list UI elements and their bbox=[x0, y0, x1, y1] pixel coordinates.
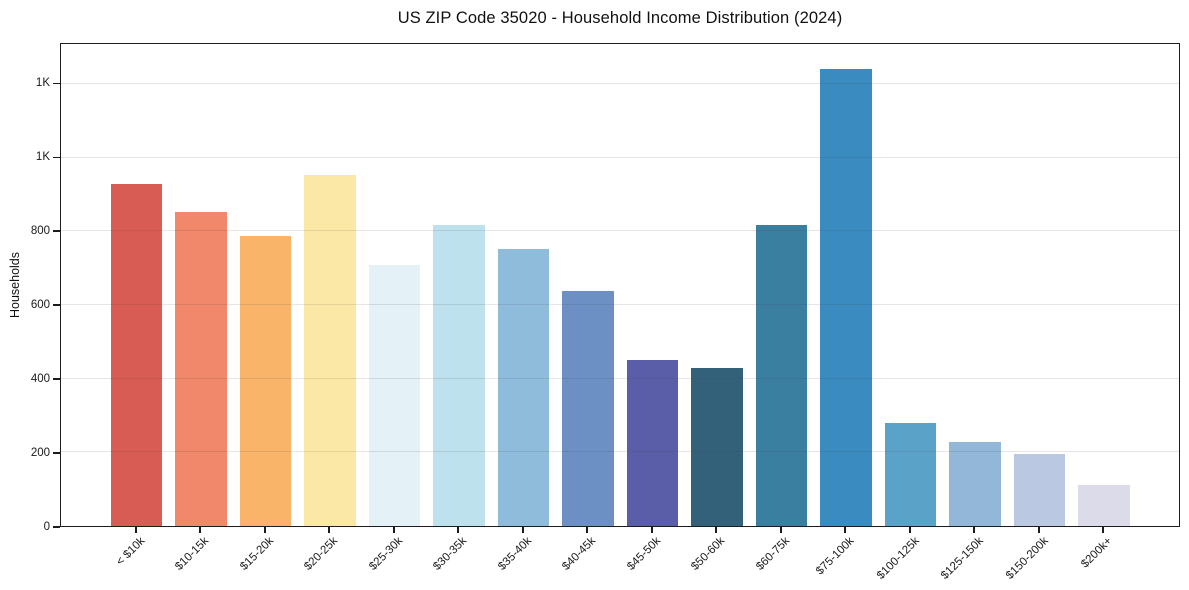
x-tick-mark bbox=[264, 527, 266, 533]
bar-$20-25k bbox=[304, 174, 356, 526]
y-axis-label: Households bbox=[8, 252, 22, 319]
x-tick-mark bbox=[586, 527, 588, 533]
x-tick-mark bbox=[522, 527, 524, 533]
chart-title: US ZIP Code 35020 - Household Income Dis… bbox=[397, 9, 843, 27]
bar-$40-45k bbox=[562, 291, 614, 526]
x-tick-label: $25-30k bbox=[367, 535, 406, 573]
bar-$25-30k bbox=[368, 264, 420, 526]
y-tick-label: 800 bbox=[30, 225, 50, 238]
x-tick-mark bbox=[135, 527, 137, 533]
x-tick-mark bbox=[973, 527, 975, 533]
y-tick-mark bbox=[53, 156, 60, 158]
bar-$125-150k bbox=[949, 441, 1001, 526]
y-tick-mark bbox=[53, 452, 60, 454]
y-tick-label: 0 bbox=[43, 521, 50, 533]
x-tick-mark bbox=[1102, 527, 1104, 533]
x-tick-mark bbox=[457, 527, 459, 533]
bar-$30-35k bbox=[433, 224, 485, 526]
x-tick-mark bbox=[199, 527, 201, 533]
bars-container bbox=[61, 44, 1179, 526]
bar-$50-60k bbox=[691, 368, 743, 526]
plot-area bbox=[60, 43, 1180, 527]
x-tick-mark bbox=[393, 527, 395, 533]
x-tick-mark bbox=[1038, 527, 1040, 533]
y-tick-mark bbox=[53, 378, 60, 380]
bar-$35-40k bbox=[497, 249, 549, 526]
y-tick-mark bbox=[53, 230, 60, 232]
bar-$100-125k bbox=[884, 422, 936, 526]
x-tick-mark bbox=[715, 527, 717, 533]
y-tick-label: 200 bbox=[30, 447, 50, 460]
y-tick-mark bbox=[53, 82, 60, 85]
y-tick-mark bbox=[53, 304, 60, 306]
x-tick-label: $100-125k bbox=[874, 535, 922, 582]
x-tick-label: $60-75k bbox=[754, 535, 793, 573]
x-tick-label: $40-45k bbox=[560, 535, 599, 573]
bar-$60-75k bbox=[755, 224, 807, 526]
y-tick-label: 600 bbox=[30, 299, 50, 312]
bar-$75-100k bbox=[820, 69, 872, 526]
y-tick-label: 1K bbox=[35, 151, 50, 164]
x-tick-label: $30-35k bbox=[431, 535, 470, 573]
x-tick-label: $125-150k bbox=[938, 535, 986, 582]
x-tick-mark bbox=[909, 527, 911, 533]
x-tick-label: $15-20k bbox=[238, 535, 277, 573]
y-tick-mark bbox=[53, 526, 60, 528]
y-tick-label: 1K bbox=[35, 77, 50, 90]
x-tick-label: $75-100k bbox=[814, 535, 857, 578]
x-tick-label: $50-60k bbox=[689, 535, 728, 573]
bar-< $10k bbox=[110, 183, 162, 526]
x-tick-mark bbox=[844, 527, 846, 533]
x-tick-mark bbox=[780, 527, 782, 533]
bar-$15-20k bbox=[239, 236, 291, 526]
x-tick-label: $10-15k bbox=[173, 535, 212, 573]
y-tick-label: 400 bbox=[30, 373, 50, 386]
bar-$10-15k bbox=[175, 211, 227, 526]
x-tick-mark bbox=[328, 527, 330, 533]
x-tick-label: $200k+ bbox=[1079, 535, 1115, 571]
x-tick-label: $150-200k bbox=[1003, 535, 1051, 582]
x-tick-label: $35-40k bbox=[496, 535, 535, 573]
bar-$45-50k bbox=[626, 359, 678, 526]
bar-$200k+ bbox=[1078, 484, 1130, 526]
x-tick-label: < $10k bbox=[114, 535, 148, 569]
bar-$150-200k bbox=[1013, 453, 1065, 526]
x-tick-label: $45-50k bbox=[625, 535, 664, 573]
x-tick-label: $20-25k bbox=[302, 535, 341, 573]
x-tick-mark bbox=[651, 527, 653, 533]
